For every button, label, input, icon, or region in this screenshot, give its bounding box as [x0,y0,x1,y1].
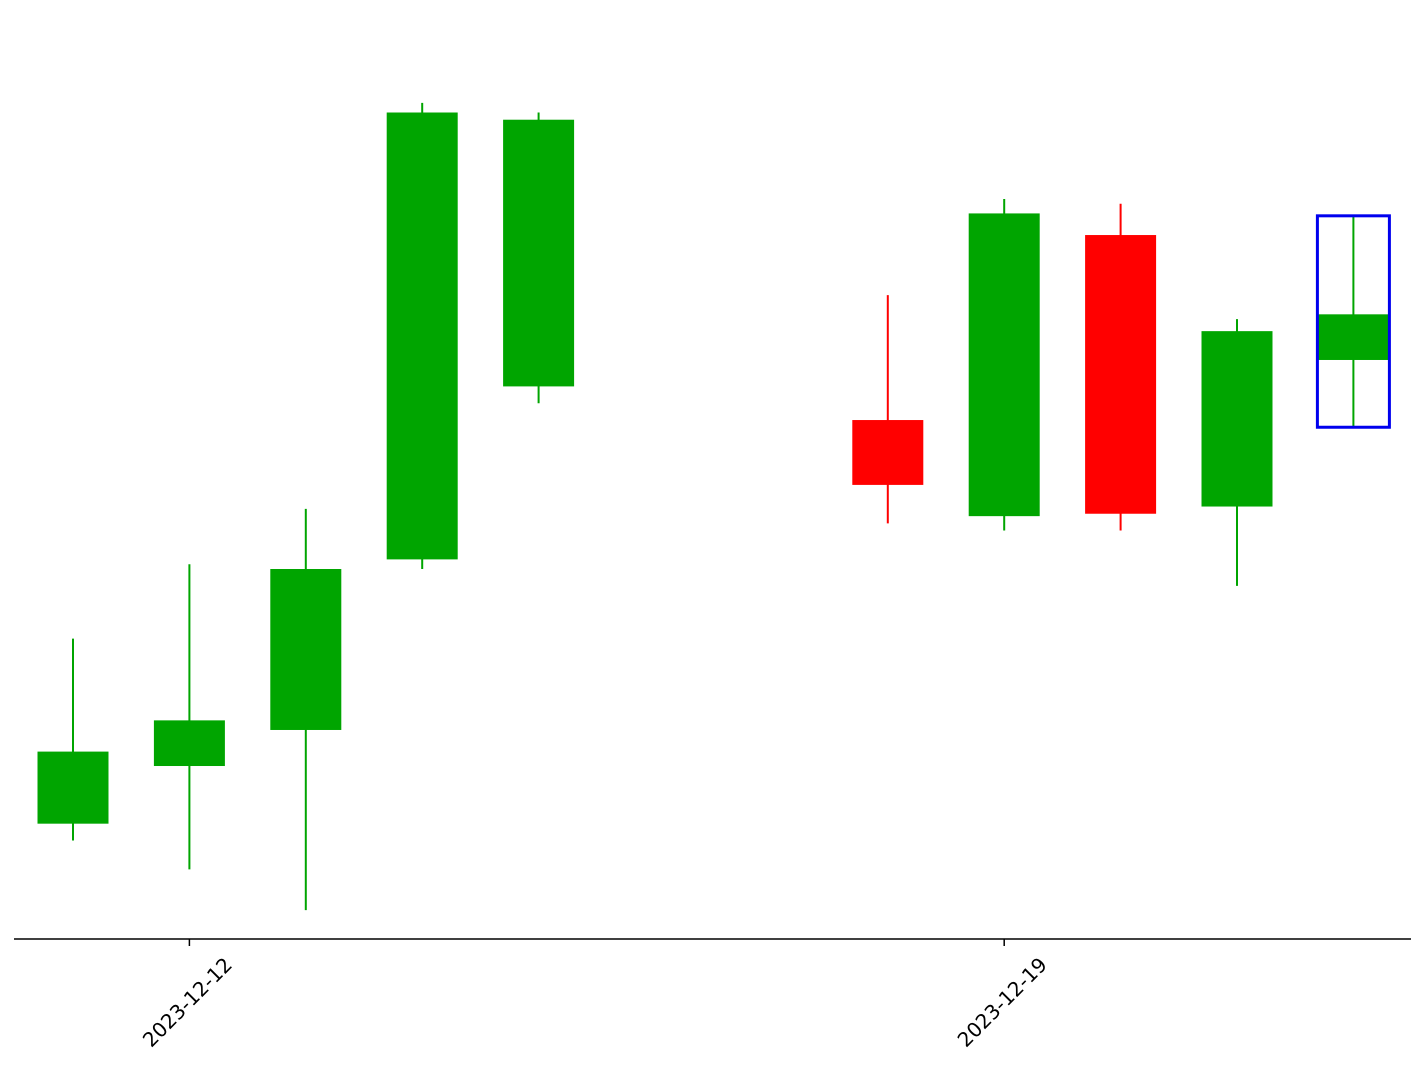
highlight-group [1315,214,1391,429]
candle-body [1085,235,1157,514]
candle [1317,215,1389,428]
candle [1201,319,1273,586]
x-axis-ticks: 2023-12-12 2023-12-19 [138,939,1052,1052]
candle [270,508,342,911]
candle-body [270,569,342,730]
candle-body [1317,314,1389,360]
candle-body [37,751,109,824]
candle [37,638,109,841]
x-tick-label: 2023-12-12 [138,953,237,1052]
candle [968,199,1040,531]
candle-body [153,720,225,767]
candle [852,295,924,524]
x-tick-label: 2023-12-19 [953,953,1052,1052]
highlight-box [1315,214,1391,429]
candle-body [503,119,575,387]
candle [153,564,225,870]
candle-body [852,420,924,485]
candle-body [968,213,1040,517]
candle [386,102,458,569]
candle-body [1201,331,1273,507]
candle-body [386,112,458,560]
candle [1085,203,1157,531]
candles-group [37,102,1389,911]
candle [503,112,575,404]
